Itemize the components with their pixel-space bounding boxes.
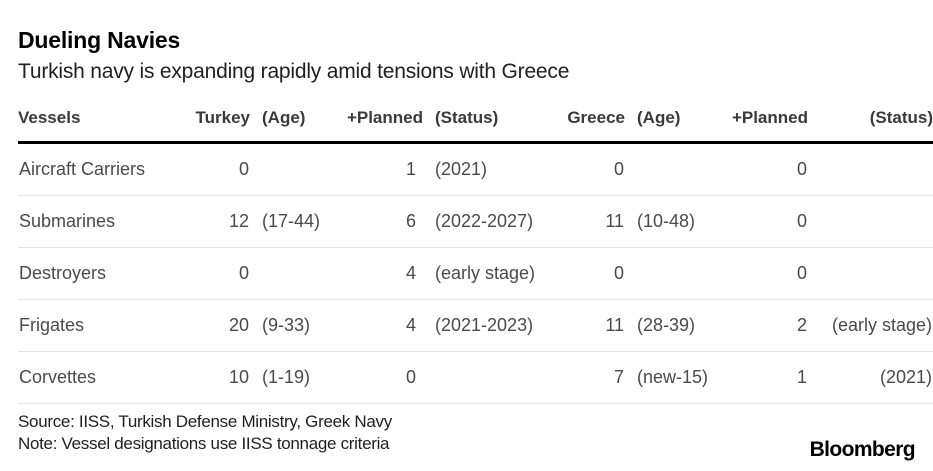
turkey-status-cell: (2021) xyxy=(423,142,523,196)
turkey-age-cell: (17-44) xyxy=(250,195,336,248)
greece-status-cell: (2021) xyxy=(808,351,933,404)
greece-status-cell xyxy=(808,142,933,196)
table-row-frigates: Frigates 20 (9-33) 4 (2021-2023) 11 (28-… xyxy=(18,299,933,352)
note-text: Note: Vessel designations use IISS tonna… xyxy=(18,434,390,453)
table-row-destroyers: Destroyers 0 4 (early stage) 0 0 xyxy=(18,247,933,300)
greece-age-cell: (28-39) xyxy=(625,299,711,352)
vessel-name-cell: Frigates xyxy=(18,299,188,352)
greece-planned-cell: 0 xyxy=(711,247,808,300)
turkey-age-cell xyxy=(250,247,336,300)
footnotes: Source: IISS, Turkish Defense Ministry, … xyxy=(18,411,915,455)
greece-status-cell: (early stage) xyxy=(808,299,933,352)
greece-status-cell xyxy=(808,195,933,248)
turkey-planned-cell: 4 xyxy=(336,247,423,300)
turkey-status-cell: (2021-2023) xyxy=(423,299,533,352)
greece-age-cell: (new-15) xyxy=(625,351,711,404)
greece-status-cell xyxy=(808,247,933,300)
greece-planned-cell: 1 xyxy=(711,351,808,404)
greece-age-cell: (10-48) xyxy=(625,195,711,248)
column-header-greece: Greece xyxy=(523,108,625,144)
column-header-turkey-planned: +Planned xyxy=(336,108,423,144)
turkey-status-cell: (early stage) xyxy=(423,247,535,300)
table-header-row: Vessels Turkey (Age) +Planned (Status) G… xyxy=(18,108,933,144)
turkey-status-cell: (2022-2027) xyxy=(423,195,533,248)
vessel-name-cell: Destroyers xyxy=(18,247,188,300)
turkey-count-cell: 0 xyxy=(188,247,250,300)
greece-planned-cell: 0 xyxy=(711,195,808,248)
turkey-count-cell: 12 xyxy=(188,195,250,248)
turkey-age-cell xyxy=(250,142,336,196)
greece-age-cell xyxy=(625,142,711,196)
greece-count-cell: 7 xyxy=(523,351,625,404)
turkey-count-cell: 0 xyxy=(188,142,250,196)
greece-planned-cell: 2 xyxy=(711,299,808,352)
column-header-turkey: Turkey xyxy=(188,108,250,144)
bloomberg-table-graphic: Dueling Navies Turkish navy is expanding… xyxy=(18,27,933,461)
column-header-greece-status: (Status) xyxy=(808,108,933,144)
vessel-name-cell: Aircraft Carriers xyxy=(18,142,188,196)
greece-count-cell: 11 xyxy=(523,195,625,248)
turkey-planned-cell: 1 xyxy=(336,142,423,196)
column-header-turkey-status: (Status) xyxy=(423,108,523,144)
vessel-name-cell: Corvettes xyxy=(18,351,188,404)
greece-age-cell xyxy=(625,247,711,300)
table-row-corvettes: Corvettes 10 (1-19) 0 7 (new-15) 1 (2021… xyxy=(18,351,933,404)
navy-comparison-table: Vessels Turkey (Age) +Planned (Status) G… xyxy=(18,108,933,404)
turkey-age-cell: (9-33) xyxy=(250,299,336,352)
turkey-count-cell: 20 xyxy=(188,299,250,352)
column-header-vessels: Vessels xyxy=(18,108,188,144)
table-row-aircraft-carriers: Aircraft Carriers 0 1 (2021) 0 0 xyxy=(18,142,933,196)
turkey-planned-cell: 6 xyxy=(336,195,423,248)
page-title: Dueling Navies xyxy=(18,27,181,53)
vessel-name-cell: Submarines xyxy=(18,195,188,248)
table-row-submarines: Submarines 12 (17-44) 6 (2022-2027) 11 (… xyxy=(18,195,933,248)
source-text: Source: IISS, Turkish Defense Ministry, … xyxy=(18,412,392,431)
column-header-greece-age: (Age) xyxy=(625,108,711,144)
turkey-count-cell: 10 xyxy=(188,351,250,404)
bloomberg-logo: Bloomberg xyxy=(809,438,916,461)
turkey-age-cell: (1-19) xyxy=(250,351,336,404)
greece-planned-cell: 0 xyxy=(711,142,808,196)
column-header-turkey-age: (Age) xyxy=(250,108,336,144)
greece-count-cell: 0 xyxy=(523,247,625,300)
greece-count-cell: 0 xyxy=(523,142,625,196)
chart-subtitle: Turkish navy is expanding rapidly amid t… xyxy=(18,60,570,83)
column-header-greece-planned: +Planned xyxy=(711,108,808,144)
turkey-planned-cell: 4 xyxy=(336,299,423,352)
turkey-status-cell xyxy=(423,351,523,404)
turkey-planned-cell: 0 xyxy=(336,351,423,404)
greece-count-cell: 11 xyxy=(523,299,625,352)
